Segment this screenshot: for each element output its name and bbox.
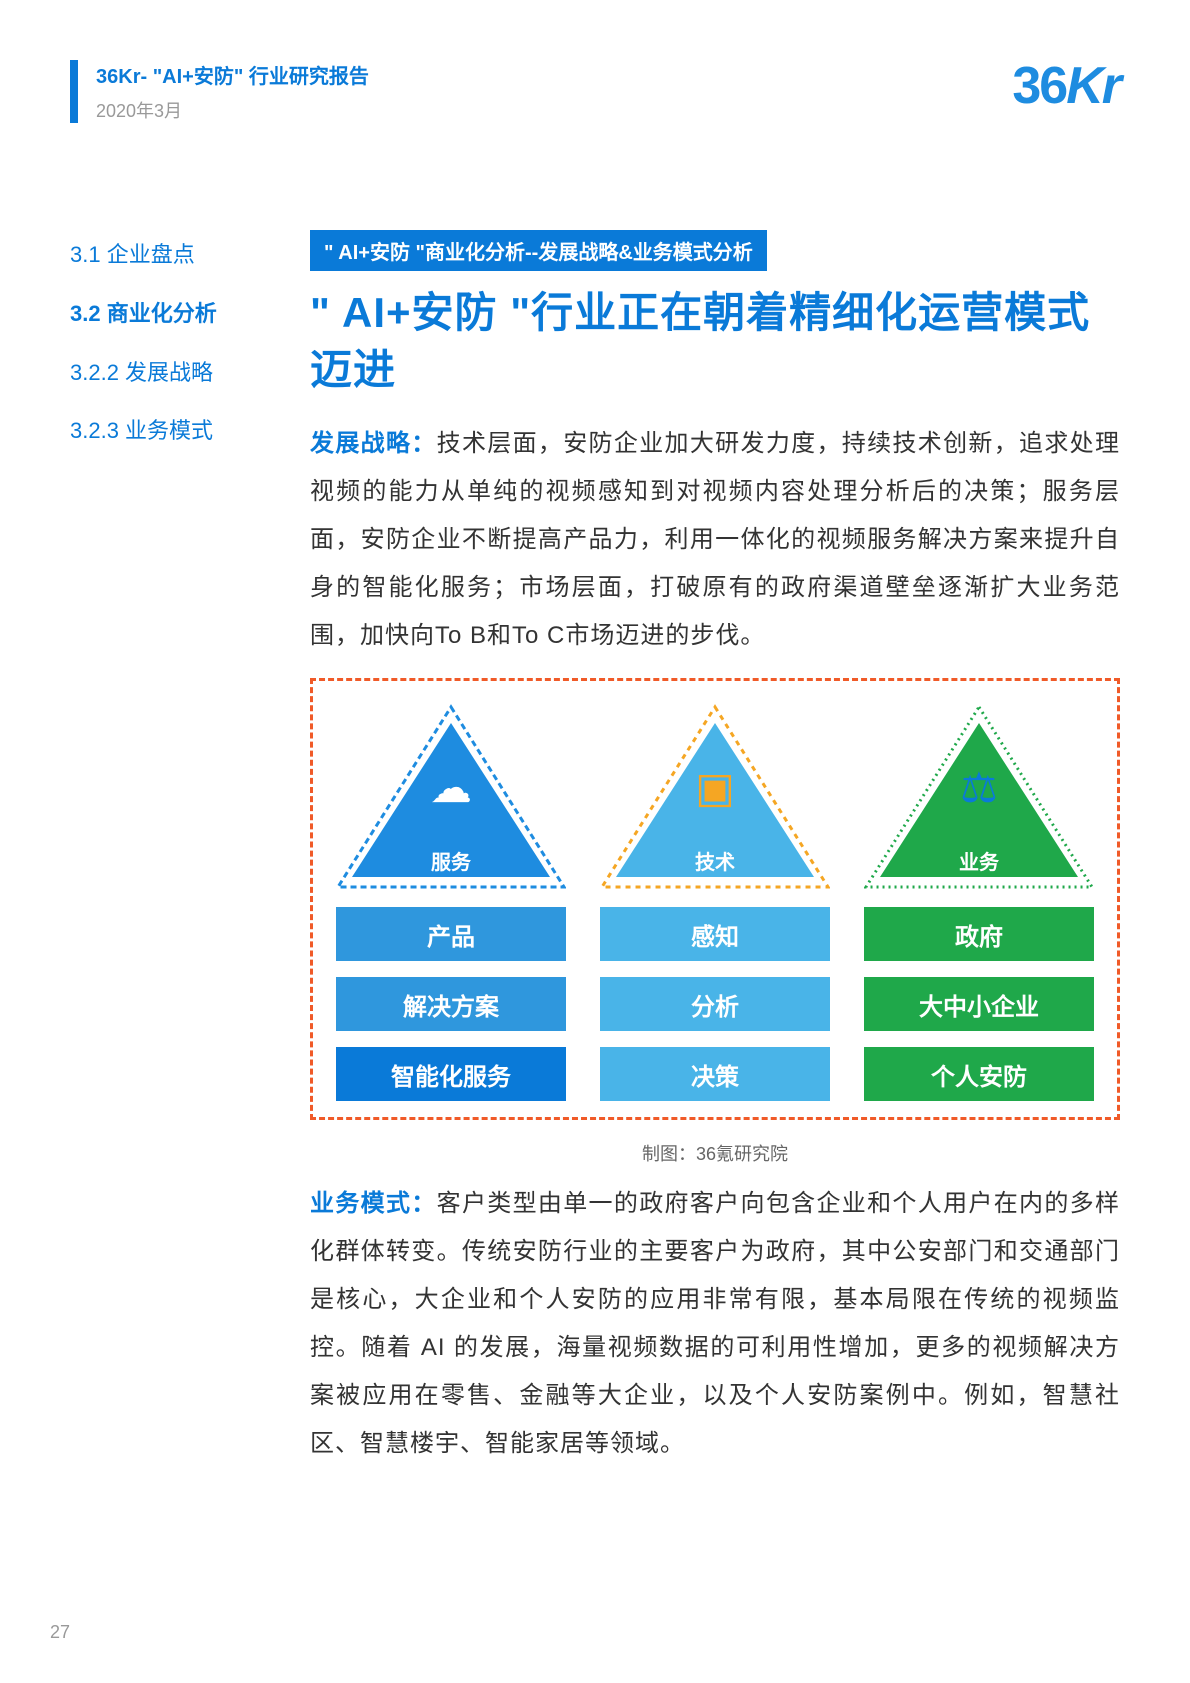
triangle-icon: ▣ — [600, 763, 830, 812]
section-tag: " AI+安防 "商业化分析--发展战略&业务模式分析 — [310, 230, 767, 271]
pill-1-0: 感知 — [600, 907, 830, 961]
strategy-diagram: ☁ 服务产品解决方案智能化服务 ▣ 技术感知分析决策 ⚖ 业务政府大中小企业个人安防 — [310, 678, 1120, 1120]
report-title: 36Kr- "AI+安防" 行业研究报告 — [96, 60, 369, 89]
triangle-1: ▣ 技术 — [600, 701, 830, 891]
toc-item-3-2-3: 3.2.3 业务模式 — [70, 416, 270, 447]
para2-text: 客户类型由单一的政府客户向包含企业和个人用户在内的多样化群体转变。传统安防行业的… — [310, 1190, 1120, 1457]
page-number: 27 — [50, 1622, 70, 1643]
logo-suffix: Kr — [1066, 57, 1120, 115]
toc-item-3-2: 3.2 商业化分析 — [70, 299, 270, 330]
para1-label: 发展战略： — [310, 430, 437, 457]
pill-0-0: 产品 — [336, 907, 566, 961]
para2-label: 业务模式： — [310, 1190, 437, 1217]
triangle-label: 技术 — [600, 846, 830, 875]
pill-0-2: 智能化服务 — [336, 1047, 566, 1101]
main-content: " AI+安防 "商业化分析--发展战略&业务模式分析 " AI+安防 "行业正… — [310, 230, 1120, 1468]
triangle-0: ☁ 服务 — [336, 701, 566, 891]
paragraph-strategy: 发展战略：技术层面，安防企业加大研发力度，持续技术创新，追求处理视频的能力从单纯… — [310, 420, 1120, 660]
triangle-2: ⚖ 业务 — [864, 701, 1094, 891]
page-header: 36Kr- "AI+安防" 行业研究报告 2020年3月 36Kr — [70, 60, 1120, 123]
para1-text: 技术层面，安防企业加大研发力度，持续技术创新，追求处理视频的能力从单纯的视频感知… — [310, 430, 1120, 649]
report-date: 2020年3月 — [96, 97, 369, 123]
pill-1-2: 决策 — [600, 1047, 830, 1101]
diagram-column-1: ▣ 技术感知分析决策 — [593, 701, 837, 1101]
pill-2-0: 政府 — [864, 907, 1094, 961]
pill-2-2: 个人安防 — [864, 1047, 1094, 1101]
triangle-icon: ☁ — [336, 763, 566, 812]
toc-item-3-1: 3.1 企业盘点 — [70, 240, 270, 271]
diagram-column-2: ⚖ 业务政府大中小企业个人安防 — [857, 701, 1101, 1101]
toc-item-3-2-2: 3.2.2 发展战略 — [70, 358, 270, 389]
pill-0-1: 解决方案 — [336, 977, 566, 1031]
paragraph-business: 业务模式：客户类型由单一的政府客户向包含企业和个人用户在内的多样化群体转变。传统… — [310, 1180, 1120, 1468]
toc-sidebar: 3.1 企业盘点 3.2 商业化分析 3.2.2 发展战略 3.2.3 业务模式 — [70, 240, 270, 475]
diagram-column-0: ☁ 服务产品解决方案智能化服务 — [329, 701, 573, 1101]
diagram-container: ☁ 服务产品解决方案智能化服务 ▣ 技术感知分析决策 ⚖ 业务政府大中小企业个人安防 制图… — [310, 678, 1120, 1166]
triangle-label: 业务 — [864, 846, 1094, 875]
main-heading: " AI+安防 "行业正在朝着精细化运营模式迈进 — [310, 285, 1120, 398]
pill-1-1: 分析 — [600, 977, 830, 1031]
pill-2-1: 大中小企业 — [864, 977, 1094, 1031]
logo-36kr: 36Kr — [1012, 60, 1120, 112]
header-left: 36Kr- "AI+安防" 行业研究报告 2020年3月 — [70, 60, 369, 123]
diagram-caption: 制图：36氪研究院 — [310, 1140, 1120, 1166]
logo-prefix: 36 — [1012, 57, 1066, 115]
triangle-label: 服务 — [336, 846, 566, 875]
triangle-icon: ⚖ — [864, 763, 1094, 812]
